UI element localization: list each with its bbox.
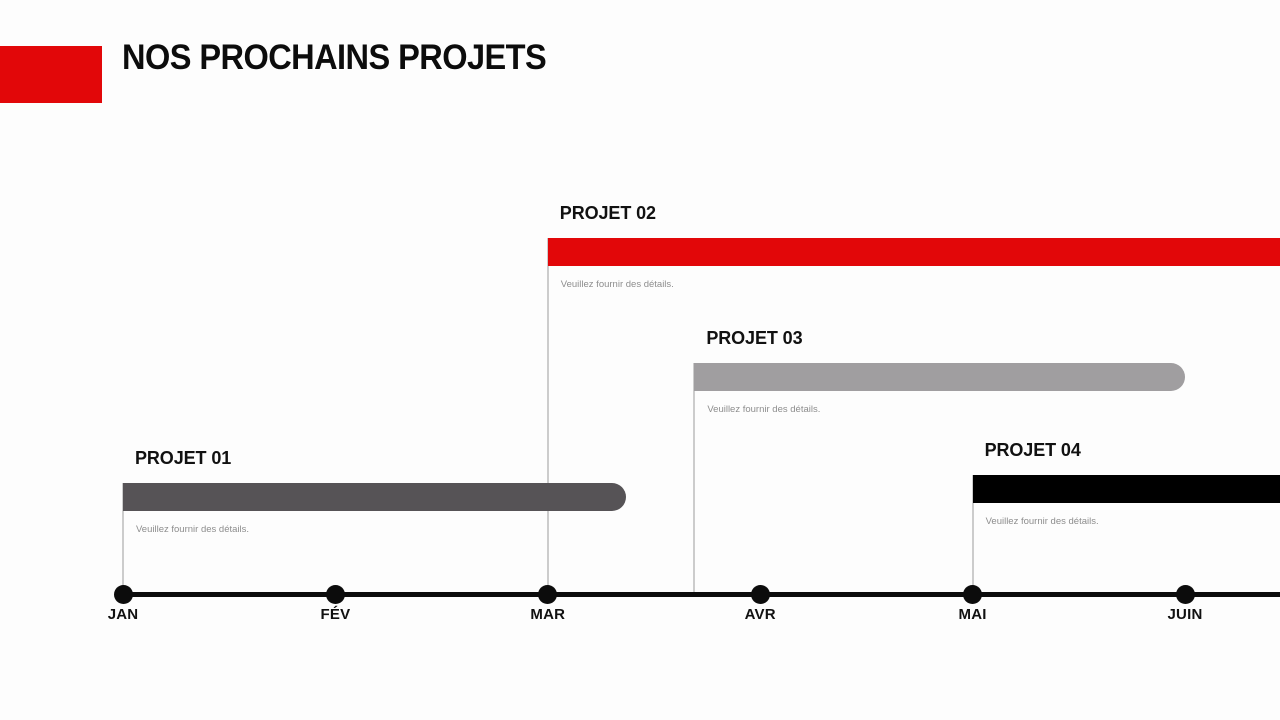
project-connector-line	[971, 475, 974, 595]
project-details: Veuillez fournir des détails.	[136, 524, 250, 535]
timeline-dot	[750, 585, 770, 604]
timeline-dot	[325, 585, 345, 604]
project-connector-line	[693, 363, 696, 595]
month-label: FÉV	[320, 606, 351, 623]
project-label: PROJET 04	[984, 440, 1081, 460]
timeline-axis	[123, 592, 1280, 597]
accent-block	[0, 46, 102, 103]
timeline-dot	[538, 585, 558, 604]
month-label: JUIN	[1167, 606, 1203, 623]
month-label: MAR	[530, 606, 566, 623]
project-bar	[547, 238, 1280, 266]
project-connector-line	[122, 483, 124, 595]
month-label: JAN	[107, 606, 139, 623]
project-details: Veuillez fournir des détails.	[560, 279, 674, 290]
project-connector-line	[546, 238, 549, 595]
project-bar	[123, 483, 627, 511]
timeline-dot	[113, 585, 133, 604]
project-bar	[972, 475, 1280, 503]
timeline-dot	[1175, 585, 1195, 604]
project-details: Veuillez fournir des détails.	[985, 516, 1099, 527]
month-label: AVR	[744, 606, 776, 623]
project-details: Veuillez fournir des détails.	[707, 404, 821, 415]
project-bar	[694, 363, 1185, 391]
month-label: MAI	[958, 606, 987, 623]
project-label: PROJET 02	[559, 203, 656, 223]
page-title: NOS PROCHAINS PROJETS	[122, 38, 547, 77]
project-label: PROJET 03	[706, 328, 803, 348]
timeline-dot	[963, 585, 983, 604]
project-label: PROJET 01	[135, 448, 232, 468]
